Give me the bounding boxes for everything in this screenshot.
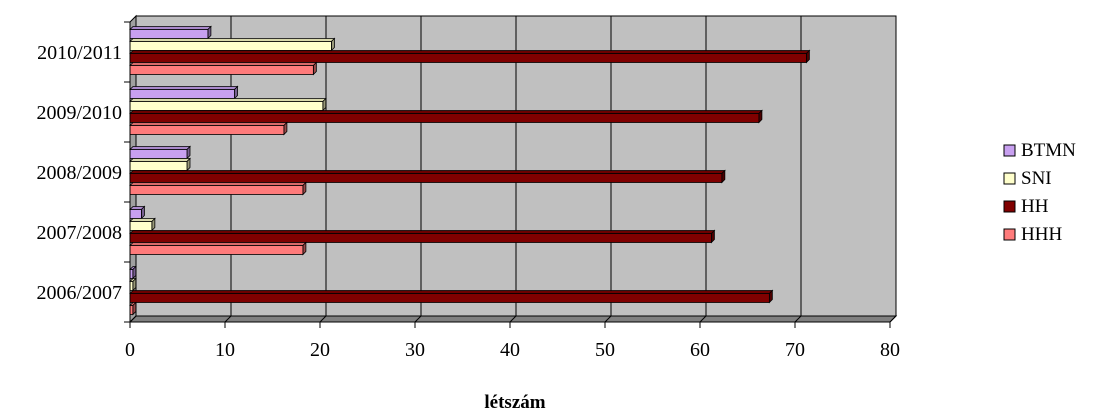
bar-top-face	[129, 146, 191, 150]
legend-label: HH	[1021, 196, 1049, 217]
y-tick-labels: 2006/2007 2007/2008 2008/2009 2009/2010 2010…	[36, 42, 122, 304]
floor-gridline	[414, 315, 422, 323]
axes	[124, 21, 891, 328]
x-tick-label: 70	[785, 339, 805, 361]
bar-hhh-2009-2010	[129, 121, 288, 136]
bar-front-face	[129, 29, 209, 39]
y-category-label: 2009/2010	[36, 102, 122, 124]
floor-gridline	[509, 315, 517, 323]
bar-top-face	[129, 98, 327, 102]
legend-item-sni: SNI	[1003, 168, 1052, 189]
bar-btmn-2006-2007	[129, 265, 137, 280]
y-category-label: 2010/2011	[37, 42, 122, 64]
legend-swatch	[1003, 200, 1016, 213]
x-tick-label: 50	[595, 339, 615, 361]
bar-sni-2007-2008	[129, 217, 156, 232]
bar-top-face	[129, 170, 726, 174]
bar-top-face	[129, 50, 811, 54]
y-category-label: 2006/2007	[36, 282, 122, 304]
bar-front-face	[129, 41, 332, 51]
floor-gridline	[889, 315, 897, 323]
bar-btmn-2010-2011	[129, 25, 212, 40]
bar-top-face	[129, 218, 156, 222]
legend-label: HHH	[1021, 224, 1062, 245]
bar-top-face	[129, 230, 716, 234]
x-tick-label: 80	[880, 339, 900, 361]
bar-top-face	[129, 182, 307, 186]
bar-front-face	[129, 185, 304, 195]
bars	[129, 25, 811, 316]
bar-hhh-2007-2008	[129, 241, 307, 256]
bar-front-face	[129, 149, 188, 159]
bar-btmn-2007-2008	[129, 205, 146, 220]
y-category-label: 2008/2009	[36, 162, 122, 184]
bar-top-face	[129, 62, 318, 66]
floor-gridline	[129, 315, 137, 323]
bar-sni-2010-2011	[129, 37, 336, 52]
bar-front-face	[129, 65, 314, 75]
bar-front-face	[129, 233, 712, 243]
legend-swatch	[1003, 228, 1016, 241]
floor-gridline	[224, 315, 232, 323]
legend-label: BTMN	[1021, 140, 1076, 161]
bar-front-face	[129, 53, 807, 63]
x-tick-label: 60	[690, 339, 710, 361]
floor-gridline	[699, 315, 707, 323]
bar-top-face	[129, 86, 239, 90]
bar-top-face	[129, 158, 191, 162]
legend-item-hh: HH	[1003, 196, 1049, 217]
bar-front-face	[129, 89, 235, 99]
bar-front-face	[129, 161, 188, 171]
x-tick-labels: 0 10 20 30 40 50 60 70 80	[125, 339, 900, 361]
bar-hhh-2008-2009	[129, 181, 307, 196]
floor-gridline	[604, 315, 612, 323]
bar-hh-2010-2011	[129, 49, 811, 64]
bar-hh-2007-2008	[129, 229, 716, 244]
legend-swatch	[1003, 144, 1016, 157]
legend-label: SNI	[1021, 168, 1052, 189]
bar-front-face	[129, 125, 285, 135]
bar-top-face	[129, 110, 763, 114]
bar-hh-2006-2007	[129, 289, 774, 304]
bar-sni-2006-2007	[129, 277, 137, 292]
bar-sni-2009-2010	[129, 97, 327, 112]
x-tick-label: 0	[125, 339, 135, 361]
bar-front-face	[129, 245, 304, 255]
legend-item-btmn: BTMN	[1003, 140, 1076, 161]
bar-sni-2008-2009	[129, 157, 191, 172]
bar-top-face	[129, 122, 288, 126]
bar-front-face	[129, 293, 770, 303]
bar-hhh-2006-2007	[129, 301, 137, 316]
bar-hhh-2010-2011	[129, 61, 318, 76]
bar-top-face	[129, 26, 212, 30]
legend-swatch	[1003, 172, 1016, 185]
bar-front-face	[129, 173, 723, 183]
bar-hh-2009-2010	[129, 109, 763, 124]
bar-top-face	[129, 38, 336, 42]
bar-front-face	[129, 221, 153, 231]
legend-item-hhh: HHH	[1003, 224, 1062, 245]
bar-top-face	[129, 290, 774, 294]
bar-front-face	[129, 209, 142, 219]
y-category-label: 2007/2008	[36, 222, 122, 244]
x-tick-label: 20	[310, 339, 330, 361]
gridlines	[129, 16, 897, 323]
floor-gridline	[319, 315, 327, 323]
bar-front-face	[129, 113, 760, 123]
x-axis-label: létszám	[484, 392, 545, 413]
x-tick-label: 10	[215, 339, 235, 361]
bar-top-face	[129, 242, 307, 246]
bar-btmn-2009-2010	[129, 85, 239, 100]
x-tick-label: 40	[500, 339, 520, 361]
bar-front-face	[129, 101, 324, 111]
bar-btmn-2008-2009	[129, 145, 191, 160]
x-tick-label: 30	[405, 339, 425, 361]
bar-hh-2008-2009	[129, 169, 726, 184]
floor-gridline	[794, 315, 802, 323]
